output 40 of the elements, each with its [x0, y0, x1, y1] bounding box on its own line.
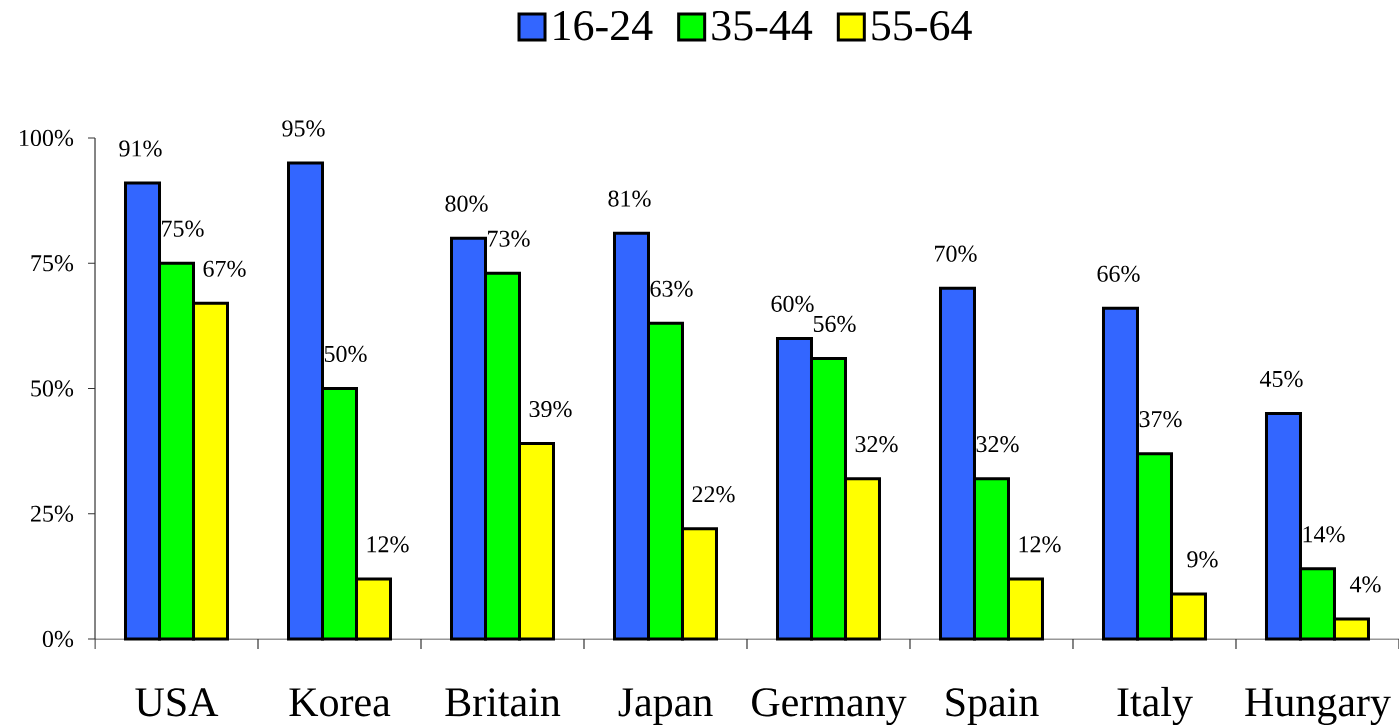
data-label: 37%	[1139, 410, 1182, 428]
data-label: 60%	[771, 295, 814, 312]
y-tick-label: 100%	[20, 129, 74, 147]
legend-label: 16-24	[554, 10, 653, 41]
legend-label: 55-64	[872, 10, 972, 41]
data-label: 32%	[976, 436, 1019, 453]
data-label: 81%	[608, 190, 651, 207]
x-tick-label: Japan	[618, 688, 713, 725]
data-label: 95%	[282, 120, 325, 137]
x-tick-label: Hungary	[1245, 688, 1391, 725]
data-label: 50%	[324, 345, 367, 363]
x-tick-label: Korea	[289, 688, 391, 717]
data-label: 70%	[935, 245, 977, 262]
x-tick-label: Spain	[946, 688, 1039, 725]
data-label: 75%	[162, 220, 204, 237]
x-tick-label: Germany	[752, 688, 907, 725]
data-label: 12%	[367, 536, 409, 553]
data-label: 91%	[119, 140, 162, 157]
data-label: 39%	[529, 400, 572, 418]
data-label: 4%	[1349, 576, 1381, 593]
x-tick-label: Italy	[1117, 686, 1193, 725]
legend-label: 35-44	[712, 10, 813, 41]
data-label: 56%	[813, 315, 856, 333]
data-label: 12%	[1019, 536, 1061, 553]
data-label: 22%	[692, 486, 735, 503]
data-label: 67%	[203, 260, 246, 277]
y-tick-label: 0%	[42, 630, 74, 648]
y-tick-label: 50%	[31, 380, 74, 397]
y-tick-label: 25%	[31, 505, 74, 522]
x-tick-label: USA	[135, 688, 219, 717]
data-label: 80%	[445, 195, 488, 212]
x-tick-label: Britain	[445, 688, 561, 717]
data-label: 14%	[1303, 526, 1345, 543]
data-label: 45%	[1259, 370, 1303, 388]
data-label: 66%	[1097, 265, 1140, 282]
y-tick-label: 75%	[31, 255, 74, 272]
data-label: 32%	[855, 436, 898, 453]
data-label: 9%	[1187, 551, 1218, 568]
data-label: 63%	[650, 280, 693, 297]
data-label: 73%	[488, 230, 530, 247]
